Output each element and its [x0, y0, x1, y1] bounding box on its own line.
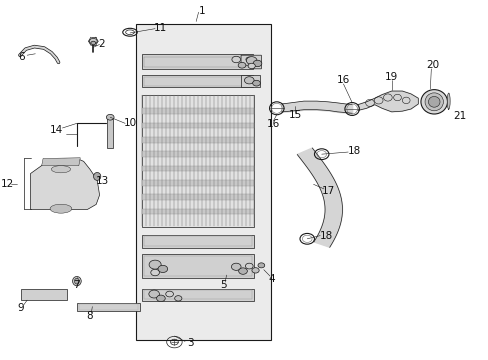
- Ellipse shape: [231, 263, 241, 270]
- Ellipse shape: [420, 90, 447, 114]
- Bar: [142, 108, 254, 114]
- Ellipse shape: [174, 296, 182, 301]
- Polygon shape: [30, 158, 100, 210]
- Text: 19: 19: [385, 72, 398, 82]
- Text: 1: 1: [199, 6, 205, 16]
- Text: 15: 15: [288, 111, 301, 121]
- Text: 21: 21: [453, 111, 466, 121]
- Bar: [106, 119, 113, 148]
- Text: 2: 2: [99, 39, 105, 49]
- Text: 12: 12: [1, 179, 15, 189]
- Polygon shape: [241, 55, 261, 69]
- Polygon shape: [241, 75, 260, 87]
- Bar: [142, 137, 254, 143]
- Bar: [142, 289, 254, 301]
- Ellipse shape: [91, 41, 96, 45]
- Ellipse shape: [148, 290, 159, 298]
- Text: 13: 13: [95, 176, 108, 186]
- Text: 4: 4: [268, 274, 275, 284]
- Text: 9: 9: [18, 303, 24, 314]
- Bar: [142, 123, 254, 129]
- Ellipse shape: [50, 204, 72, 213]
- Ellipse shape: [247, 63, 255, 69]
- Ellipse shape: [245, 263, 253, 269]
- Text: 17: 17: [321, 186, 334, 197]
- Bar: [142, 151, 254, 157]
- Bar: [142, 95, 254, 226]
- Bar: [142, 75, 253, 87]
- Text: 7: 7: [73, 280, 80, 290]
- Ellipse shape: [150, 269, 159, 276]
- Text: 18: 18: [319, 231, 332, 240]
- Bar: [142, 180, 254, 186]
- Bar: [142, 209, 254, 215]
- Text: 11: 11: [154, 23, 167, 33]
- Bar: [142, 194, 254, 200]
- Bar: [142, 234, 254, 248]
- Ellipse shape: [252, 80, 260, 86]
- Text: 16: 16: [336, 75, 349, 85]
- Ellipse shape: [238, 62, 245, 68]
- Ellipse shape: [51, 166, 70, 173]
- Text: 6: 6: [18, 52, 24, 62]
- Ellipse shape: [424, 93, 443, 111]
- Ellipse shape: [149, 260, 161, 269]
- Text: 20: 20: [426, 60, 438, 70]
- Ellipse shape: [427, 96, 439, 107]
- Bar: [136, 24, 270, 339]
- Ellipse shape: [447, 93, 449, 109]
- Polygon shape: [357, 91, 417, 112]
- Ellipse shape: [251, 268, 259, 273]
- Text: 5: 5: [220, 280, 226, 290]
- Ellipse shape: [93, 172, 101, 180]
- Ellipse shape: [106, 114, 114, 120]
- Bar: [21, 289, 67, 300]
- Text: 10: 10: [123, 118, 136, 128]
- Bar: [79, 304, 138, 310]
- Ellipse shape: [89, 39, 97, 44]
- Text: 3: 3: [187, 338, 193, 348]
- Bar: [144, 291, 251, 300]
- Ellipse shape: [246, 57, 257, 64]
- Ellipse shape: [158, 265, 167, 273]
- Bar: [142, 166, 254, 171]
- Ellipse shape: [156, 295, 165, 302]
- Ellipse shape: [238, 268, 247, 274]
- Polygon shape: [41, 158, 80, 166]
- Polygon shape: [297, 148, 342, 247]
- Ellipse shape: [245, 57, 252, 62]
- Ellipse shape: [72, 276, 81, 286]
- Bar: [144, 57, 250, 67]
- Ellipse shape: [165, 291, 173, 297]
- Text: 8: 8: [86, 311, 93, 320]
- Text: 14: 14: [49, 125, 62, 135]
- Bar: [144, 77, 250, 86]
- Ellipse shape: [244, 77, 254, 84]
- Ellipse shape: [253, 60, 261, 67]
- Ellipse shape: [231, 56, 240, 63]
- Bar: [77, 303, 140, 311]
- Bar: [144, 236, 251, 246]
- Bar: [144, 256, 251, 276]
- Ellipse shape: [258, 263, 264, 268]
- Text: 16: 16: [266, 119, 280, 129]
- Bar: [142, 54, 253, 69]
- Bar: [142, 254, 254, 278]
- Ellipse shape: [74, 278, 79, 284]
- Text: 18: 18: [347, 146, 360, 156]
